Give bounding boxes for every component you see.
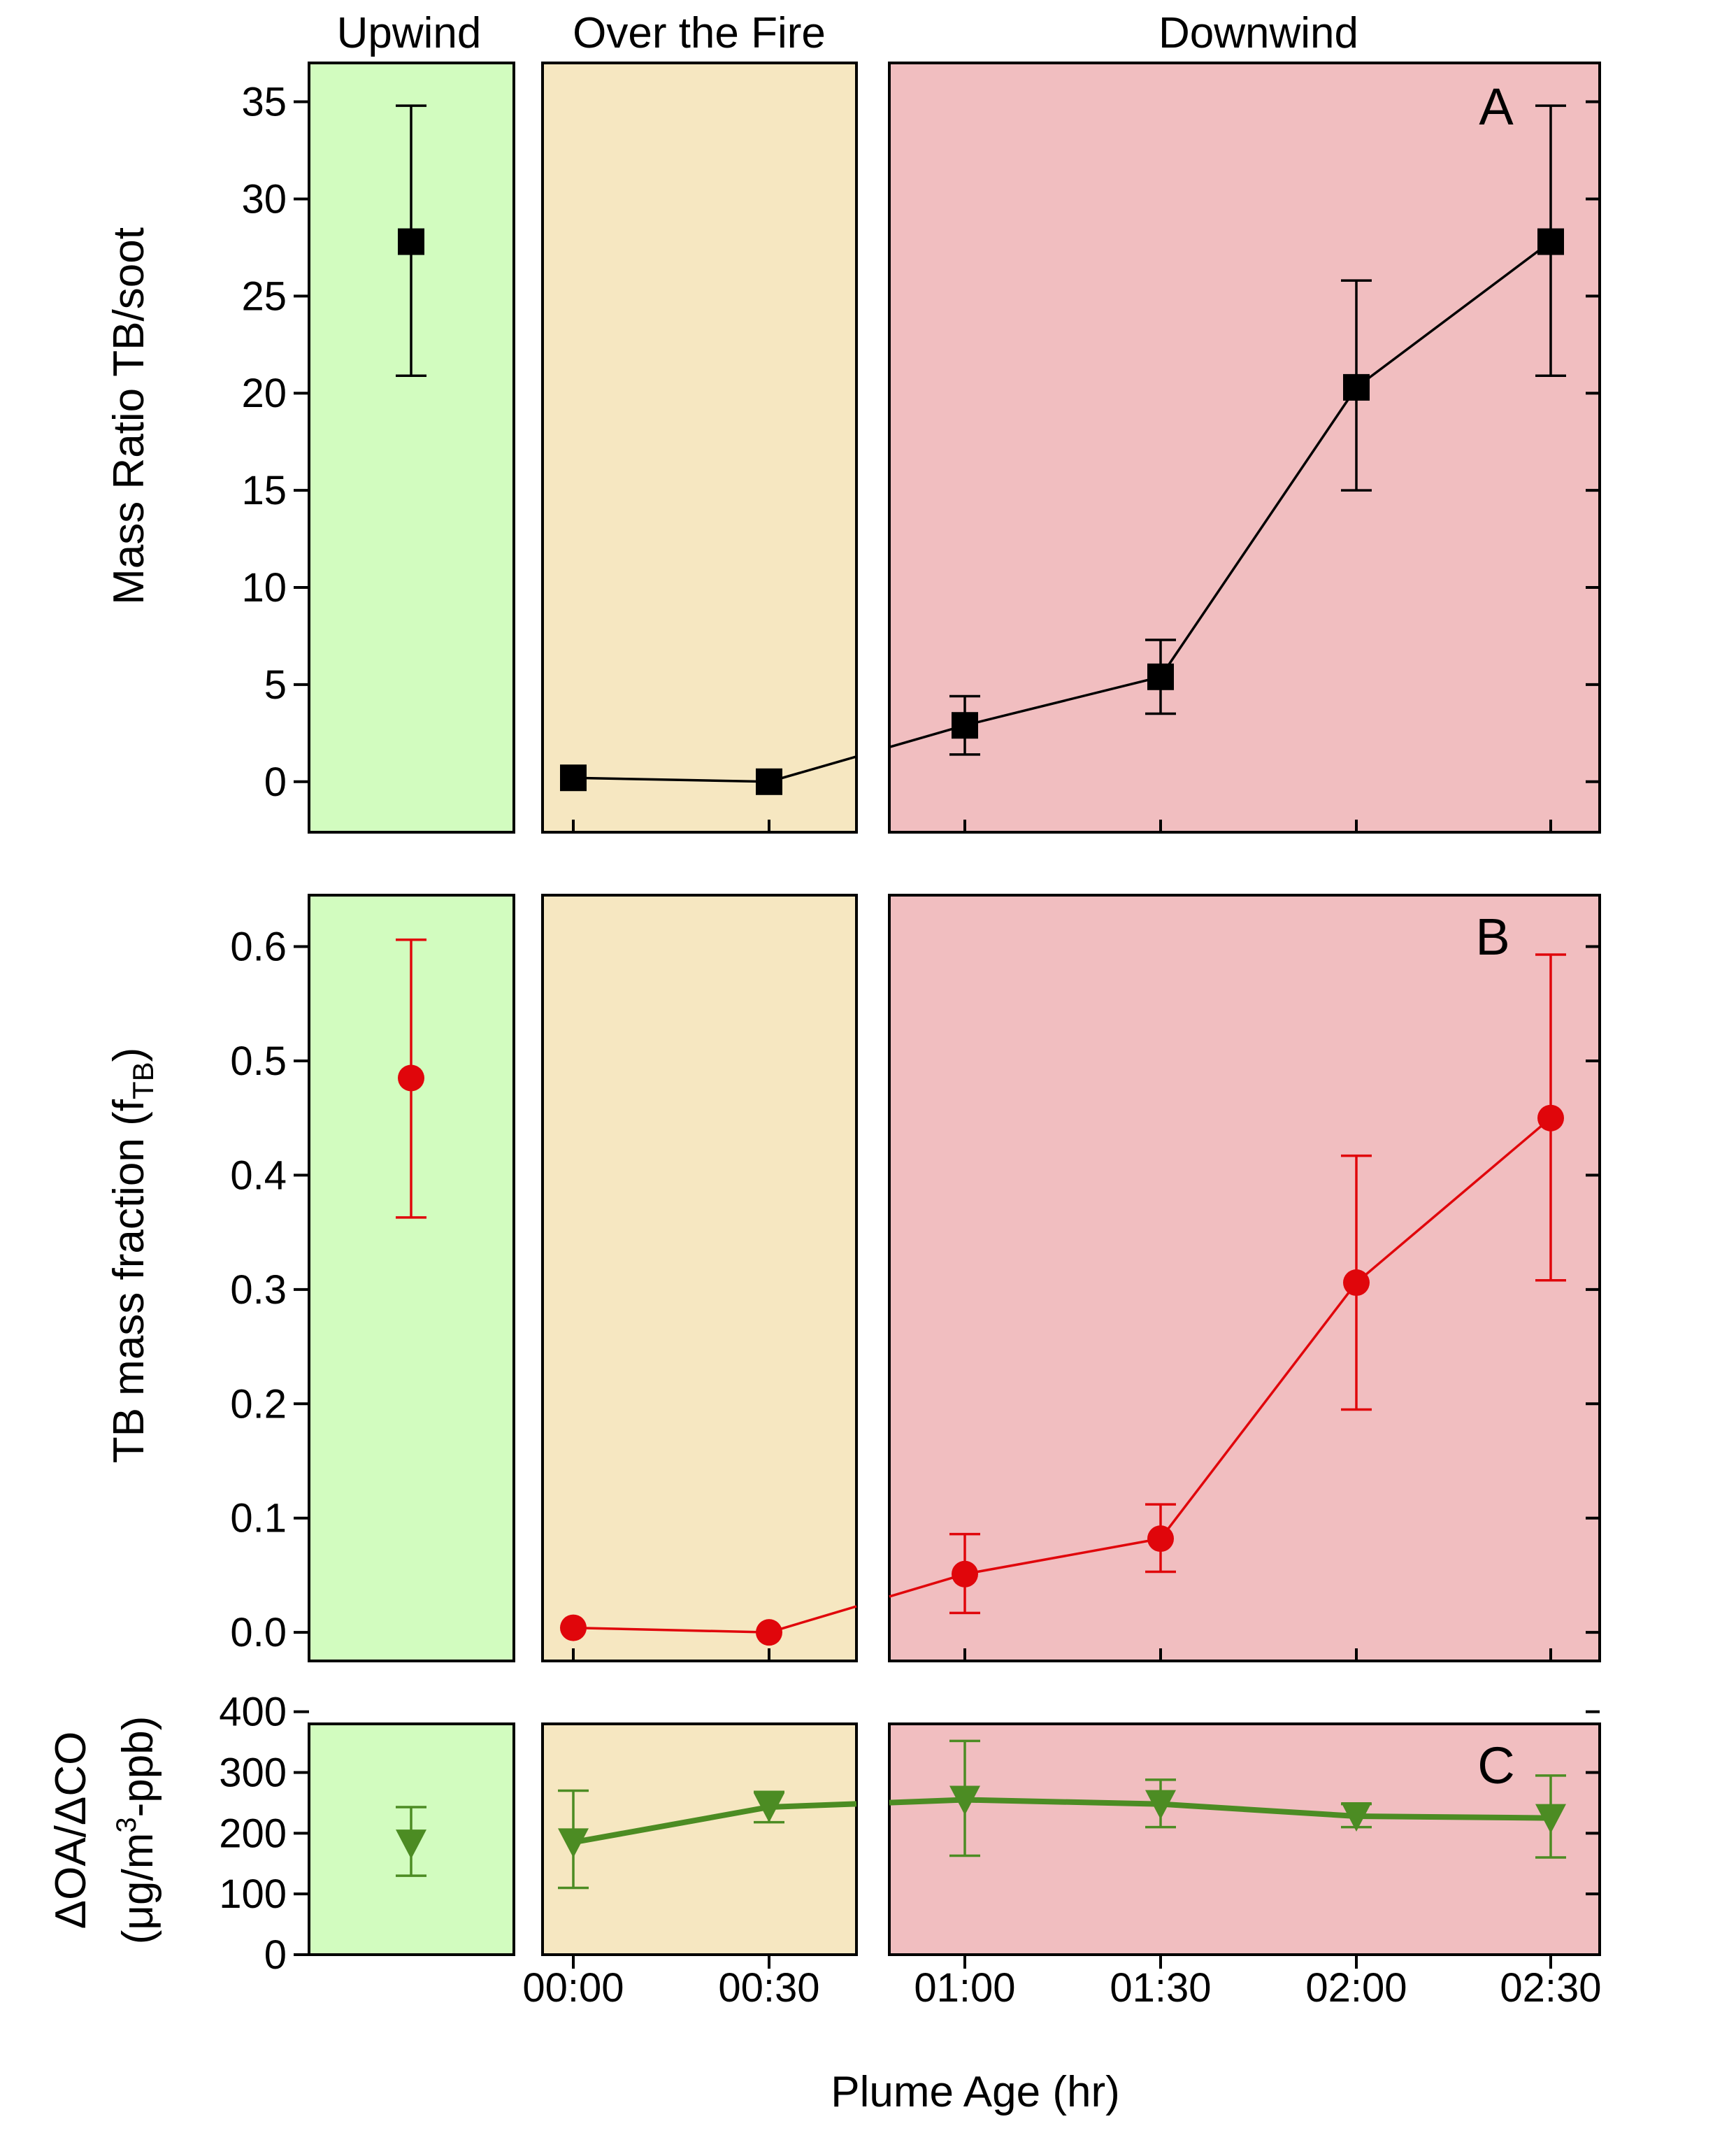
data-point xyxy=(1343,373,1370,401)
series-line-segment xyxy=(1160,1801,1357,1819)
y-axis-labels: Mass Ratio TB/soot TB mass fraction (fTB… xyxy=(47,227,162,1944)
data-point xyxy=(398,1064,424,1092)
series-line-segment xyxy=(573,776,770,783)
y-tick-label: 300 xyxy=(219,1750,287,1795)
x-tick-label: 02:00 xyxy=(1305,1965,1407,2011)
x-axis-label: Plume Age (hr) xyxy=(831,2068,1120,2116)
panel-letter-b: B xyxy=(1475,908,1509,966)
x-tick-label: 00:30 xyxy=(718,1965,819,2011)
series-line-segment xyxy=(1356,1813,1551,1821)
series-line-segment xyxy=(889,1797,966,1806)
y-axis-label-c-line1: ΔOA/ΔCO xyxy=(47,1732,95,1929)
y-tick-label: 10 xyxy=(241,565,287,611)
y-axis-label-b: TB mass fraction (fTB) xyxy=(105,1048,159,1464)
data-point xyxy=(396,1829,426,1860)
panel-a-region-downwind xyxy=(888,62,1601,834)
panel-c: 0 100 200 300 400 C xyxy=(219,1690,1601,1978)
y-tick-label: 35 xyxy=(241,80,287,125)
data-point xyxy=(558,1828,589,1858)
panel-letter-c: C xyxy=(1477,1736,1514,1795)
x-tick-label: 02:30 xyxy=(1500,1965,1601,2011)
panel-a: 0 5 10 15 20 25 30 35 A xyxy=(241,62,1601,834)
data-point xyxy=(952,1560,978,1588)
y-tick-label: 0.0 xyxy=(230,1610,287,1655)
series-line-segment xyxy=(1159,386,1358,678)
region-titles: Upwind Over the Fire Downwind xyxy=(337,9,1358,57)
y-tick-label: 20 xyxy=(241,371,287,416)
x-tick-label: 01:30 xyxy=(1110,1965,1211,2011)
series-line-segment xyxy=(573,1626,770,1634)
data-point xyxy=(1343,1269,1370,1297)
x-tick-label: 01:00 xyxy=(914,1965,1015,2011)
data-point xyxy=(949,1785,980,1815)
y-tick-label: 0.6 xyxy=(230,925,287,970)
panel-c-region-downwind xyxy=(888,1722,1601,1956)
y-tick-label: 200 xyxy=(219,1811,287,1856)
region-title-upwind: Upwind xyxy=(337,9,482,57)
data-point xyxy=(756,768,782,795)
data-point xyxy=(756,1619,782,1646)
data-point xyxy=(560,764,587,792)
panel-b-region-over-fire xyxy=(541,894,858,1662)
region-title-downwind: Downwind xyxy=(1158,9,1358,57)
y-tick-label: 0 xyxy=(264,759,287,805)
data-point xyxy=(560,1614,587,1641)
data-point xyxy=(398,228,424,255)
y-tick-label: 100 xyxy=(219,1871,287,1917)
data-point xyxy=(754,1792,784,1822)
series-line-segment xyxy=(1355,1117,1552,1284)
series-line-segment xyxy=(768,1605,857,1634)
data-point xyxy=(1341,1802,1372,1832)
region-title-over-fire: Over the Fire xyxy=(573,9,826,57)
data-point xyxy=(1537,1104,1564,1132)
y-tick-label: 0.2 xyxy=(230,1381,287,1427)
series-line-segment xyxy=(964,1797,1161,1807)
panel-a-region-over-fire xyxy=(541,62,858,834)
y-tick-label: 400 xyxy=(219,1690,287,1735)
y-tick-label: 0 xyxy=(264,1932,287,1978)
panel-b-region-downwind xyxy=(888,894,1601,1662)
y-tick-label: 0.5 xyxy=(230,1039,287,1084)
y-axis-label-c-line2-pre: (μg/m xyxy=(114,1833,162,1945)
data-point xyxy=(1147,1525,1174,1553)
x-tick-label: 00:00 xyxy=(522,1965,624,2011)
y-axis-label-c-line2-sup: 3 xyxy=(111,1817,142,1832)
series-line-segment xyxy=(768,755,857,783)
y-tick-label: 25 xyxy=(241,273,287,319)
y-tick-label: 0.4 xyxy=(230,1153,287,1198)
panels: 0 5 10 15 20 25 30 35 A 00:00 00:30 01:00 01:30 02:00… xyxy=(219,62,1602,2011)
y-axis-label-b-end: ) xyxy=(105,1048,153,1062)
series-line-segment xyxy=(768,1801,857,1810)
y-axis-label-c-line2: (μg/m3-ppb) xyxy=(111,1716,162,1945)
y-axis-label-b-sub: TB xyxy=(127,1062,159,1099)
series-line-segment xyxy=(964,676,1161,727)
series-line-segment xyxy=(1159,1281,1358,1540)
series-line-segment xyxy=(964,1537,1161,1576)
y-tick-label: 15 xyxy=(241,468,287,513)
data-point xyxy=(1537,228,1564,255)
panel-b: 0.0 0.1 0.2 0.3 0.4 0.5 0.6 B xyxy=(230,894,1601,1662)
y-axis-label-a: Mass Ratio TB/soot xyxy=(105,227,153,605)
y-tick-label: 0.1 xyxy=(230,1496,287,1541)
panel-letter-a: A xyxy=(1479,78,1514,136)
y-axis-label-b-main: TB mass fraction (f xyxy=(105,1099,153,1463)
series-line-segment xyxy=(573,1804,770,1846)
data-point xyxy=(952,712,978,739)
y-tick-label: 5 xyxy=(264,662,287,708)
data-point xyxy=(1535,1804,1566,1834)
y-tick-label: 0.3 xyxy=(230,1267,287,1313)
y-axis-label-c-line2-post: -ppb) xyxy=(114,1716,162,1818)
y-tick-label: 30 xyxy=(241,176,287,222)
data-point xyxy=(1145,1790,1176,1820)
data-point xyxy=(1147,663,1174,690)
series-line-segment xyxy=(1355,241,1552,389)
